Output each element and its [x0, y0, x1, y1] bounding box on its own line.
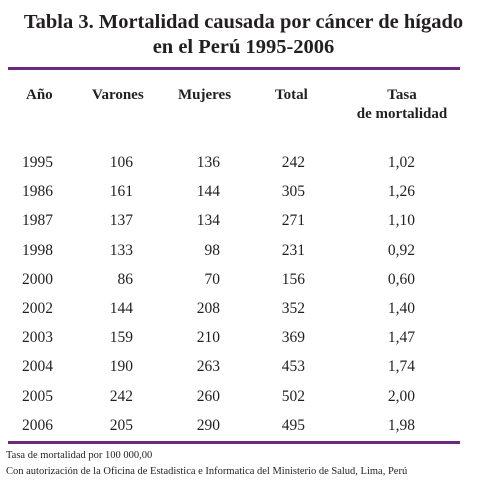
cell-mujeres: 134 [196, 212, 220, 230]
table-row: 1987 137 134 271 1,10 [0, 210, 487, 232]
table-row: 2005 242 260 502 2,00 [0, 386, 487, 408]
cell-varones: 144 [109, 300, 133, 317]
cell-tasa: 1,74 [387, 358, 415, 376]
header-year: Año [26, 87, 53, 103]
cell-varones: 86 [117, 270, 134, 288]
top-rule [8, 67, 460, 70]
table-title-line-2: en el Perú 1995-2006 [152, 36, 335, 58]
cell-year: 1998 [22, 241, 53, 259]
cell-mujeres: 290 [196, 416, 220, 434]
footnote-rate: Tasa de mortalidad por 100 000,00 [6, 450, 153, 461]
table-row: 1995 106 136 242 1,02 [0, 152, 487, 174]
cell-varones: 205 [109, 416, 133, 434]
cell-tasa: 0,92 [387, 241, 415, 259]
cell-mujeres: 263 [196, 358, 220, 376]
cell-tasa: 1,47 [387, 329, 415, 347]
cell-year: 1987 [22, 212, 53, 230]
cell-varones: 161 [109, 183, 133, 201]
cell-total: 305 [281, 183, 305, 201]
cell-year: 2002 [22, 300, 53, 317]
cell-tasa: 1,40 [387, 300, 415, 317]
cell-year: 2006 [22, 416, 53, 434]
cell-varones: 137 [109, 212, 133, 230]
cell-varones: 190 [109, 358, 133, 376]
cell-mujeres: 70 [204, 270, 221, 288]
cell-mujeres: 136 [196, 154, 220, 171]
cell-total: 502 [281, 387, 305, 405]
table-title-line-1: Tabla 3. Mortalidad causada por cáncer d… [23, 11, 464, 33]
cell-total: 231 [281, 241, 305, 259]
cell-total: 495 [281, 416, 305, 434]
cell-mujeres: 210 [196, 329, 220, 347]
header-tasa: Tasa de mortalidad [342, 86, 462, 124]
cell-total: 453 [281, 358, 305, 376]
cell-total: 242 [281, 154, 305, 171]
cell-year: 2003 [22, 329, 53, 347]
cell-tasa: 0,60 [387, 270, 415, 288]
cell-tasa: 2,00 [387, 387, 415, 405]
cell-varones: 106 [109, 154, 133, 171]
header-tasa-line-1: Tasa [387, 87, 417, 103]
table-row: 2002 144 208 352 1,40 [0, 298, 487, 320]
cell-mujeres: 144 [196, 183, 220, 201]
cell-year: 2005 [22, 387, 53, 405]
cell-total: 369 [281, 329, 305, 347]
cell-year: 1995 [22, 154, 53, 171]
cell-year: 2004 [22, 358, 53, 376]
header-mujeres: Mujeres [178, 87, 232, 103]
cell-varones: 242 [109, 387, 133, 405]
cell-year: 1986 [22, 183, 53, 201]
cell-tasa: 1,10 [387, 212, 415, 230]
cell-tasa: 1,98 [387, 416, 415, 434]
cell-mujeres: 208 [196, 300, 220, 317]
footnote-source: Con autorización de la Oficina de Estadi… [6, 466, 408, 477]
cell-mujeres: 98 [204, 241, 221, 259]
cell-mujeres: 260 [196, 387, 220, 405]
table-row: 2003 159 210 369 1,47 [0, 327, 487, 349]
table-row: 2006 205 290 495 1,98 [0, 415, 487, 437]
header-tasa-line-2: de mortalidad [356, 106, 448, 122]
table-row: 1998 133 98 231 0,92 [0, 240, 487, 262]
cell-total: 156 [281, 270, 305, 288]
table-row: 2004 190 263 453 1,74 [0, 356, 487, 378]
cell-total: 271 [281, 212, 305, 230]
cell-tasa: 1,02 [387, 154, 415, 171]
cell-year: 2000 [22, 270, 53, 288]
table-title: Tabla 3. Mortalidad causada por cáncer d… [0, 10, 487, 60]
bottom-rule [8, 441, 460, 444]
cell-varones: 159 [109, 329, 133, 347]
cell-total: 352 [281, 300, 305, 317]
cell-varones: 133 [109, 241, 133, 259]
cell-tasa: 1,26 [387, 183, 415, 201]
table-row: 2000 86 70 156 0,60 [0, 269, 487, 291]
header-total: Total [275, 87, 308, 103]
header-varones: Varones [92, 87, 144, 103]
table-row: 1986 161 144 305 1,26 [0, 181, 487, 203]
